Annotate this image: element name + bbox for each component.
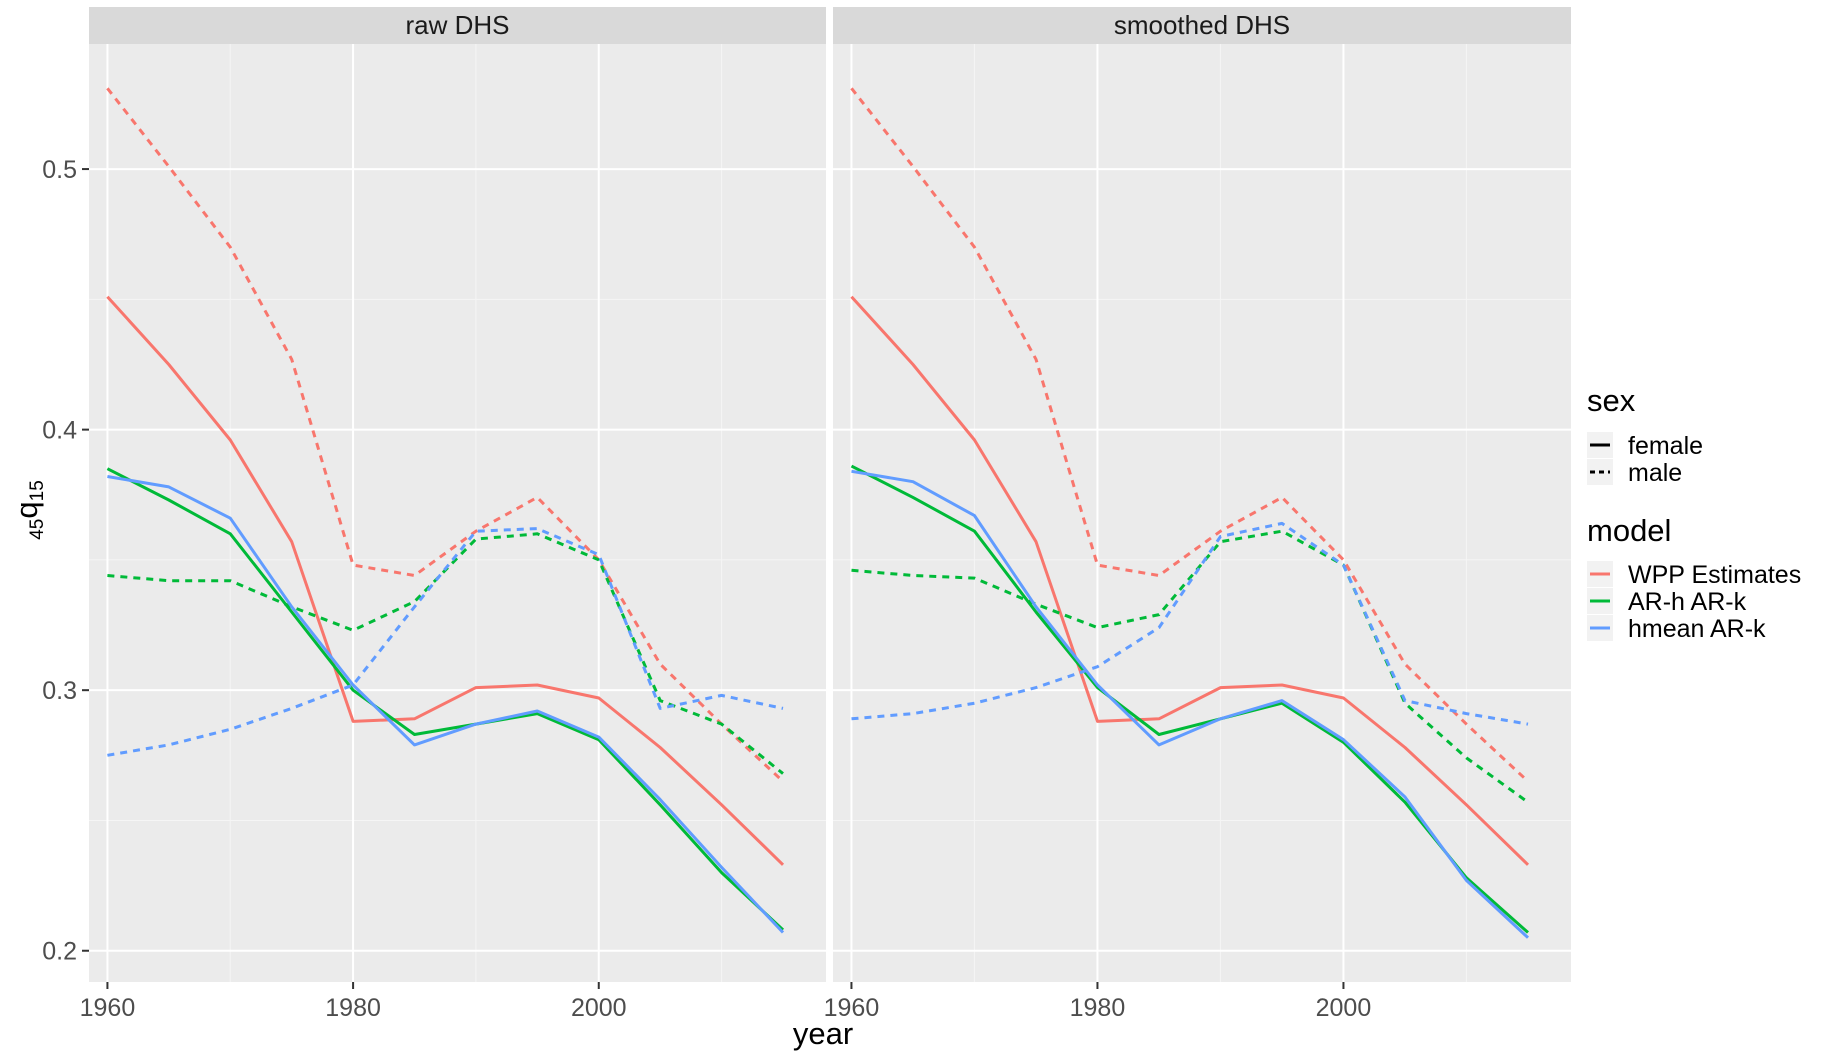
facet-strip-title: raw DHS <box>405 10 509 40</box>
y-tick-label: 0.2 <box>42 938 77 966</box>
hmean-ar-k-female-line <box>107 475 785 934</box>
legend-title-sex: sex <box>1587 383 1636 418</box>
legend-label-wpp-estimates: WPP Estimates <box>1628 561 1801 589</box>
facet-panel-1: raw DHS 1960 1980 2000 0.2 0.3 0.4 0.5 <box>42 7 826 1022</box>
facet-panel-2: smoothed DHS 1960 1980 2000 <box>824 7 1571 1022</box>
facet-strip-title: smoothed DHS <box>1114 10 1290 40</box>
y-tick-label: 0.3 <box>42 677 77 705</box>
x-tick-label: 1980 <box>325 994 381 1022</box>
legend-title-model: model <box>1587 513 1671 548</box>
wpp-estimates-male-line <box>106 87 785 783</box>
x-tick-label: 2000 <box>1316 994 1372 1022</box>
facet-strip <box>833 7 1571 44</box>
y-axis-title-base: q <box>9 501 44 518</box>
y-axis-title: 45q15 <box>9 480 48 540</box>
x-tick-label: 1980 <box>1070 994 1126 1022</box>
y-axis-title-subscript: 15 <box>27 480 48 501</box>
y-tick-label: 0.5 <box>42 156 77 184</box>
plot-background <box>833 44 1571 982</box>
wpp-estimates-female-line <box>106 295 785 866</box>
x-tick-label: 1960 <box>824 994 880 1022</box>
hmean-ar-k-male-line <box>851 521 1529 726</box>
plot-background <box>89 44 826 982</box>
wpp-estimates-male-line <box>850 87 1530 783</box>
x-tick-label: 1960 <box>80 994 136 1022</box>
ar-h-ar-k-female-line <box>106 467 785 931</box>
legend-label-hmean-ar-k: hmean AR-k <box>1628 615 1766 643</box>
y-axis-title-prefix: 45 <box>27 519 48 540</box>
legend-label-male: male <box>1628 459 1682 487</box>
facet-strip <box>89 7 826 44</box>
x-tick-label: 2000 <box>571 994 627 1022</box>
legend-label-female: female <box>1628 432 1703 460</box>
hmean-ar-k-male-line <box>107 527 784 757</box>
legend-label-ar-h-ar-k: AR-h AR-k <box>1628 588 1747 616</box>
wpp-estimates-female-line <box>850 295 1530 866</box>
ar-h-ar-k-female-line <box>850 464 1529 934</box>
y-tick-label: 0.4 <box>42 417 77 445</box>
hmean-ar-k-female-line <box>851 469 1530 939</box>
x-axis-title: year <box>793 1016 853 1051</box>
ar-h-ar-k-male-line <box>851 529 1529 804</box>
